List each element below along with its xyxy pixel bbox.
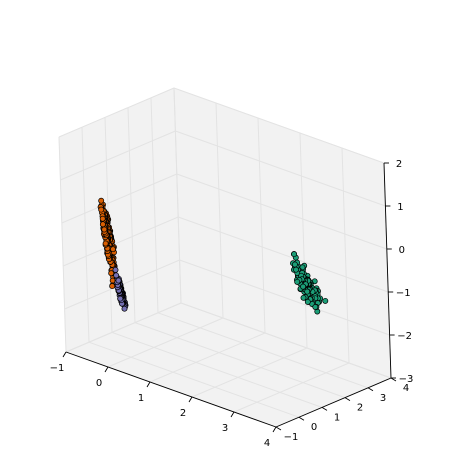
x-axis-tick <box>104 366 109 373</box>
data-point-series-1 <box>291 251 298 258</box>
grid-line-x-floor <box>107 317 224 368</box>
data-point-series-2 <box>98 206 105 213</box>
data-point-series-2 <box>98 197 105 204</box>
grid-lines <box>58 87 392 428</box>
y-axis-tick-label: 0 <box>311 422 317 433</box>
data-point-series-2 <box>99 215 106 222</box>
grid-line-y-left <box>173 87 182 304</box>
y-axis-tick <box>390 377 397 382</box>
data-point-series-2 <box>108 270 115 277</box>
x-axis-tick-label: 0 <box>96 378 102 389</box>
z-axis-tick-label: 1 <box>397 202 403 213</box>
grid-line-z-left <box>65 302 182 353</box>
data-point-series-2 <box>101 226 108 233</box>
x-axis-tick <box>272 426 277 433</box>
x-axis-tick-label: 2 <box>180 408 186 419</box>
grid-line-y-floor <box>111 331 323 408</box>
y-axis-tick <box>321 407 328 411</box>
y-axis-tick-label: 1 <box>334 412 340 423</box>
y-axis-tick <box>275 426 282 431</box>
grid-line-z-left <box>58 87 175 138</box>
grid-line-y-floor <box>134 322 346 399</box>
grid-line-x-back <box>215 102 224 319</box>
z-axis-tick-label: −2 <box>397 331 412 342</box>
y-axis-tick-label: −1 <box>284 432 299 443</box>
data-point-series-1 <box>322 297 329 304</box>
y-axis-line <box>275 377 392 428</box>
axis-panes <box>58 87 392 428</box>
grid-line-z-left <box>60 130 176 181</box>
x-axis-tick <box>62 351 67 358</box>
x-axis-tick-label: 4 <box>264 438 270 449</box>
grid-line-x-back <box>257 117 266 334</box>
grid-line-z-back <box>179 259 390 336</box>
z-axis-tick-label: 0 <box>399 245 405 256</box>
data-point-series-1 <box>300 294 307 301</box>
data-point-series-3 <box>113 272 120 279</box>
y-axis-tick-label: 2 <box>357 403 363 414</box>
x-axis-tick-label: −1 <box>50 363 65 374</box>
grid-line-z-left <box>61 173 177 224</box>
x-axis-tick-label: 3 <box>222 423 228 434</box>
x-axis-tick <box>146 381 151 388</box>
grid-line-y-left <box>150 97 159 313</box>
tick-marks <box>62 162 397 433</box>
z-axis-tick-label: −1 <box>396 288 411 299</box>
grid-line-x-floor <box>233 362 350 413</box>
grid-line-z-back <box>175 130 386 207</box>
y-axis-tick-label: 3 <box>380 393 386 404</box>
grid-line-x-back <box>341 147 350 364</box>
grid-line-y-floor <box>157 312 369 389</box>
y-axis-tick <box>298 416 305 421</box>
grid-line-x-floor <box>149 332 266 383</box>
x-axis-tick-label: 1 <box>138 393 144 404</box>
data-points <box>97 197 329 315</box>
data-point-series-1 <box>312 304 319 310</box>
data-point-series-3 <box>112 266 119 273</box>
y-axis-tick-label: 4 <box>403 383 409 394</box>
grid-line-z-back <box>173 87 385 164</box>
grid-line-y-left <box>81 127 90 343</box>
grid-line-z-back <box>176 173 387 250</box>
grid-line-y-left <box>127 107 136 323</box>
x-axis-line <box>65 351 277 428</box>
grid-line-x-floor <box>191 347 308 398</box>
axis-lines <box>65 162 392 428</box>
data-point-series-2 <box>99 221 106 228</box>
y-axis-tick <box>367 387 374 392</box>
y-axis-tick <box>344 397 351 401</box>
grid-line-y-floor <box>88 341 300 418</box>
data-point-series-2 <box>102 240 109 247</box>
z-axis-line <box>383 162 392 379</box>
grid-line-y-left <box>58 136 67 353</box>
data-point-series-2 <box>110 246 116 253</box>
x-axis-tick <box>230 411 235 418</box>
data-point-series-3 <box>117 295 124 302</box>
data-point-series-1 <box>304 288 311 295</box>
grid-line-z-back <box>180 302 392 379</box>
data-point-series-3 <box>115 277 122 284</box>
data-point-series-1 <box>300 283 307 290</box>
grid-line-x-back <box>299 132 308 349</box>
x-axis-tick <box>188 396 193 403</box>
data-point-series-1 <box>293 266 299 273</box>
grid-line-z-back <box>178 216 389 293</box>
data-point-series-1 <box>304 298 311 305</box>
z-axis-tick-label: 2 <box>396 159 402 170</box>
grid-line-z-left <box>63 216 179 267</box>
data-point-series-1 <box>291 261 298 268</box>
z-axis-tick-label: −3 <box>399 374 414 385</box>
data-point-series-1 <box>294 278 301 285</box>
data-point-series-2 <box>109 283 116 290</box>
